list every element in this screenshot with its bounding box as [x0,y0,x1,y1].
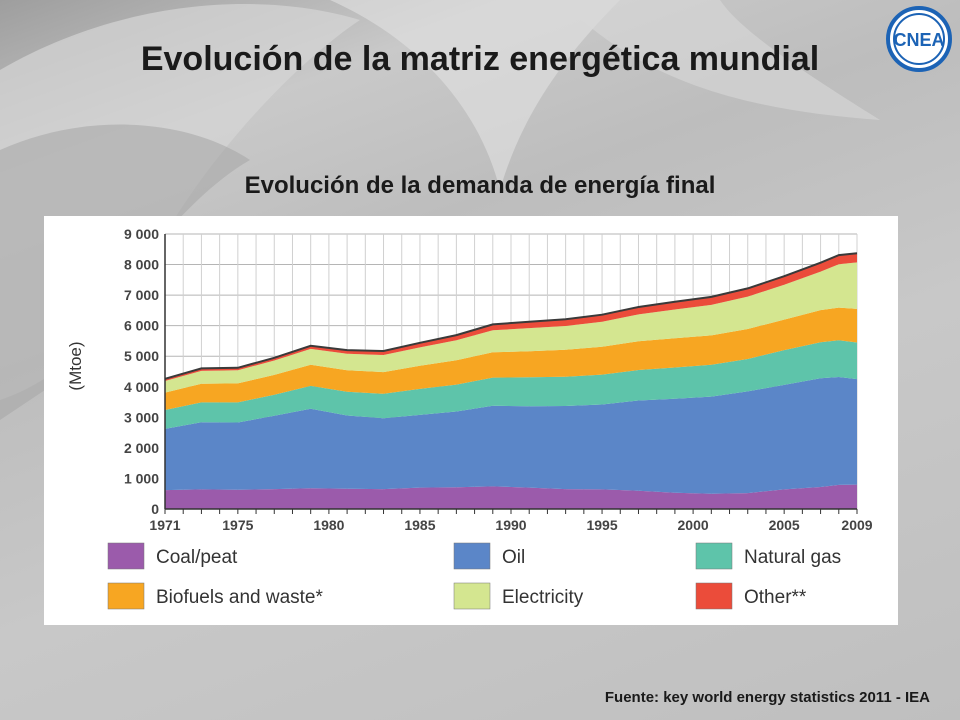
stacked-area-chart: 0 1 000 2 000 3 000 4 000 5 000 6 000 7 000 8 00… [66,226,873,610]
area-natural-gas [165,340,857,429]
area-electricity [165,262,857,393]
y-tick-label: 0 [151,501,159,517]
cnea-logo: CNEA [886,6,952,72]
legend-swatch [453,542,491,570]
x-tick-label: 2000 [678,517,709,533]
x-tick-label: 1980 [313,517,344,533]
chart-panel: 0 1 000 2 000 3 000 4 000 5 000 6 000 7 000 8 00… [44,216,898,625]
area-layer [164,252,858,509]
y-tick-label: 7 000 [124,287,159,303]
legend-swatch [453,582,491,610]
slide-title: Evolución de la matriz energética mundia… [140,40,820,78]
legend-label: Other** [744,587,807,608]
y-tick-label: 3 000 [124,409,159,425]
x-tick-label: 2009 [841,517,872,533]
legend-label: Oil [502,547,525,568]
legend: Coal/peat Oil Natural gas Biofuels and wast… [107,542,841,610]
legend-swatch [107,582,145,610]
area-oil [165,377,857,494]
area-biofuels-and-waste [165,307,857,410]
y-axis-label: (Mtoe) [66,341,85,390]
y-tick-label: 4 000 [124,379,159,395]
y-tick-label: 5 000 [124,348,159,364]
x-tick-label: 1985 [404,517,435,533]
x-tick-label: 1971 [149,517,180,533]
legend-label: Coal/peat [156,547,238,568]
legend-label: Electricity [502,587,584,608]
y-tick-label: 1 000 [124,470,159,486]
legend-swatch [695,582,733,610]
y-tick-label: 6 000 [124,318,159,334]
x-tick-label: 1995 [586,517,617,533]
axes: 0 1 000 2 000 3 000 4 000 5 000 6 000 7 000 8 00… [124,226,873,533]
legend-swatch [695,542,733,570]
chart-heading: Evolución de la demanda de energía final [244,172,716,199]
x-tick-label: 1975 [222,517,253,533]
x-tick-label: 2005 [769,517,800,533]
y-tick-label: 2 000 [124,440,159,456]
logo-text: CNEA [893,30,944,50]
area-coal-peat [165,484,857,509]
legend-label: Biofuels and waste* [156,587,323,608]
source-note: Fuente: key world energy statistics 2011… [604,689,930,706]
y-tick-label: 8 000 [124,257,159,273]
total-outline [164,252,858,380]
legend-label: Natural gas [744,547,841,568]
y-tick-label: 9 000 [124,226,159,242]
legend-swatch [107,542,145,570]
x-tick-label: 1990 [495,517,526,533]
